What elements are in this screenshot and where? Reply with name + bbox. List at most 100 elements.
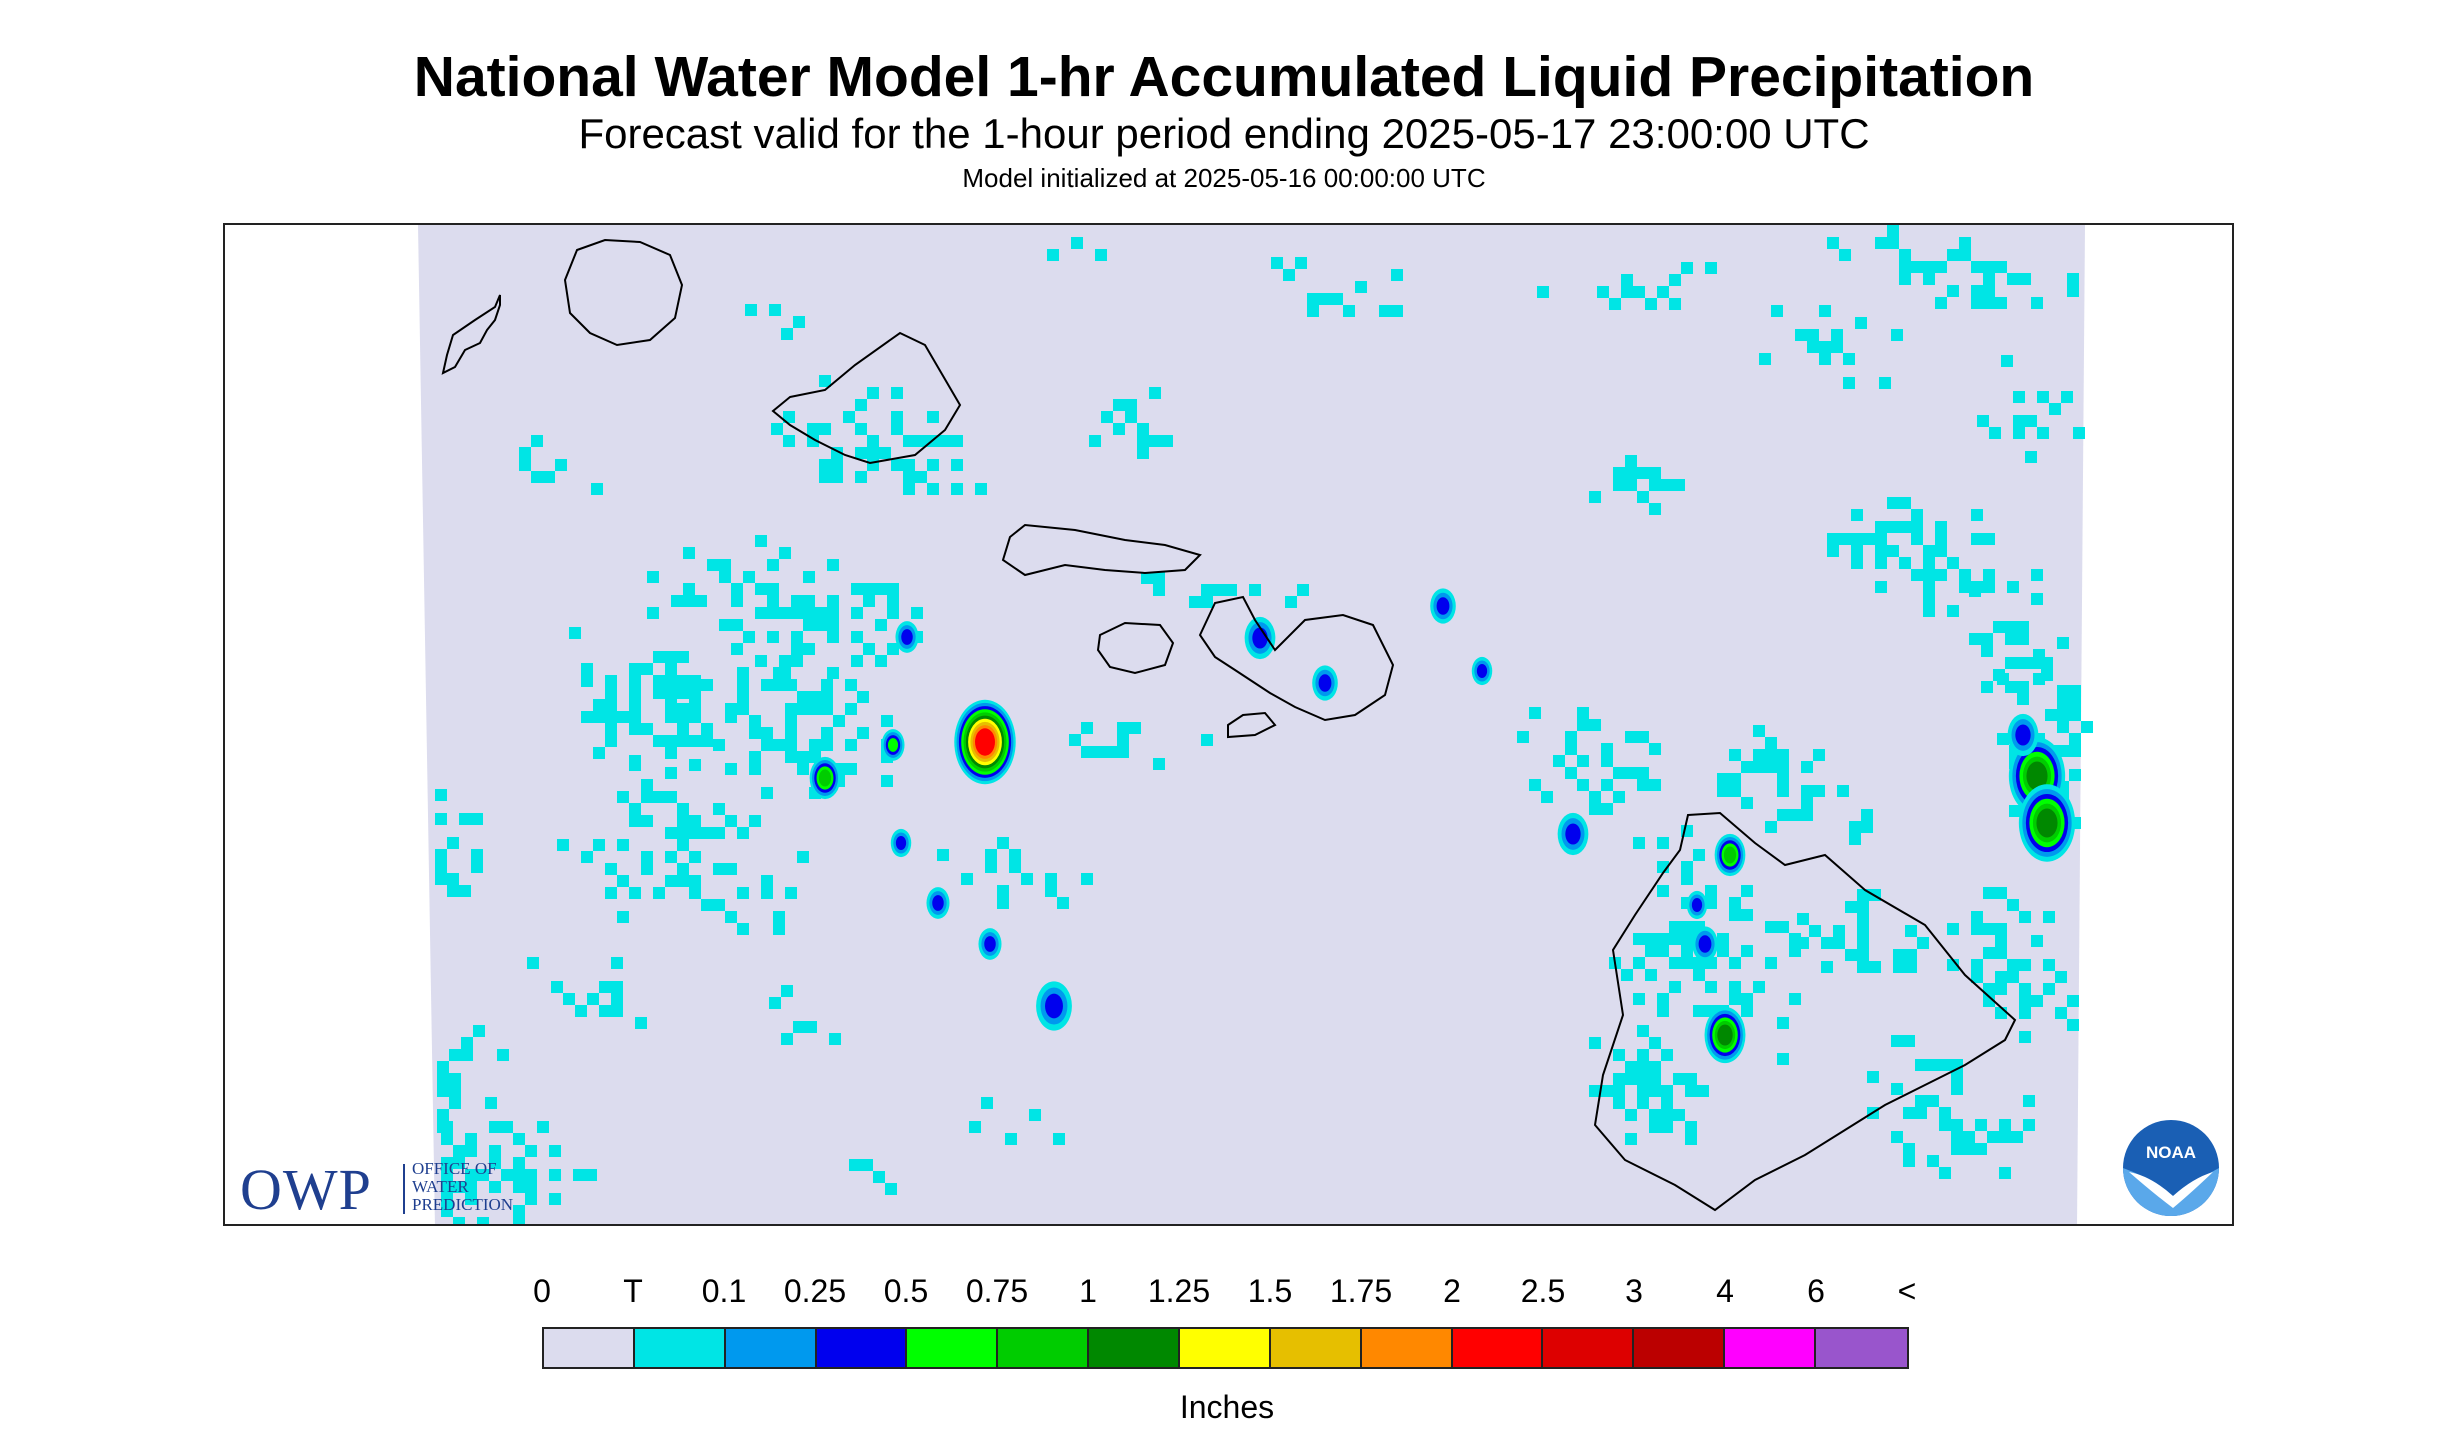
precip-cell — [1947, 959, 1959, 971]
precip-cell — [1777, 785, 1789, 797]
precip-cell — [809, 739, 821, 751]
precip-cell — [761, 887, 773, 899]
legend-tick-label: < — [1897, 1273, 1917, 1309]
precip-cell — [635, 1017, 647, 1029]
precip-cell — [2037, 391, 2049, 403]
precip-cell — [1565, 743, 1577, 755]
precip-cell — [713, 739, 725, 751]
precip-cell — [1951, 1071, 1963, 1083]
precip-core — [887, 738, 899, 752]
precip-cell — [665, 651, 677, 663]
precip-cell — [2069, 733, 2081, 745]
precip-cell — [1553, 755, 1565, 767]
precip-cell — [1765, 821, 1777, 833]
precip-cell — [791, 607, 803, 619]
precip-cell — [1637, 1061, 1649, 1073]
precip-cell — [581, 675, 593, 687]
precip-cell — [1801, 809, 1813, 821]
precip-cell — [867, 387, 879, 399]
precip-cell — [891, 411, 903, 423]
precip-cell — [2031, 995, 2043, 1007]
precip-cell — [1005, 1133, 1017, 1145]
precip-cell — [1741, 909, 1753, 921]
precip-cell — [1047, 249, 1059, 261]
precip-cell — [903, 459, 915, 471]
precip-cell — [1307, 293, 1319, 305]
precip-cell — [1975, 1119, 1987, 1131]
owp-logo: OWP OFFICE OF WATER PREDICTION — [240, 1152, 560, 1222]
legend-tick-label: 0.1 — [701, 1273, 747, 1309]
precip-cell — [803, 595, 815, 607]
precip-cell — [827, 559, 839, 571]
legend-tick-label: 2.5 — [1520, 1273, 1566, 1309]
precip-cell — [713, 899, 725, 911]
precip-cell — [1153, 758, 1165, 770]
precipitation-map: OWP OFFICE OF WATER PREDICTION NOAA — [223, 223, 2234, 1226]
precip-cell — [707, 559, 719, 571]
precip-cell — [1673, 1073, 1685, 1085]
precip-cell — [915, 435, 927, 447]
precip-cell — [737, 827, 749, 839]
precip-cell — [665, 699, 677, 711]
precip-cell — [1827, 237, 1839, 249]
precip-cell — [549, 1145, 561, 1157]
precip-cell — [1905, 949, 1917, 961]
legend-tick-label: 3 — [1625, 1273, 1643, 1309]
precip-cell — [885, 1183, 897, 1195]
precip-cell — [793, 316, 805, 328]
precip-cell — [1999, 1119, 2011, 1131]
precip-cell — [891, 459, 903, 471]
precip-cell — [677, 675, 689, 687]
precip-cell — [1125, 411, 1137, 423]
precip-cell — [951, 435, 963, 447]
precip-cell — [1589, 719, 1601, 731]
precip-cell — [745, 304, 757, 316]
precip-cell — [471, 813, 483, 825]
precip-cell — [473, 1025, 485, 1037]
precip-cell — [1637, 491, 1649, 503]
colorbar — [542, 1327, 1909, 1369]
precip-cell — [555, 459, 567, 471]
precip-cell — [1391, 269, 1403, 281]
precip-cell — [1997, 673, 2009, 685]
precip-cell — [2057, 721, 2069, 733]
precip-cell — [1717, 933, 1729, 945]
precip-cell — [671, 595, 683, 607]
precip-cell — [1917, 937, 1929, 949]
precip-cell — [1081, 722, 1093, 734]
precip-core — [975, 728, 995, 756]
precip-cell — [937, 849, 949, 861]
precip-cell — [1939, 1119, 1951, 1131]
colorbar-cell — [1270, 1329, 1362, 1367]
precip-cell — [1845, 901, 1857, 913]
maui-coastline — [1198, 595, 1395, 722]
precip-cell — [497, 1049, 509, 1061]
precip-cell — [653, 791, 665, 803]
precip-cell — [819, 423, 831, 435]
precip-core — [1723, 846, 1737, 864]
precip-cell — [665, 675, 677, 687]
precip-cell — [1577, 719, 1589, 731]
precip-cell — [665, 663, 677, 675]
legend-tick-label: 0.5 — [883, 1273, 929, 1309]
colorbar-cell — [1361, 1329, 1453, 1367]
precip-cell — [1831, 329, 1843, 341]
precip-cell — [2055, 971, 2067, 983]
precip-core — [895, 835, 907, 851]
precip-cell — [617, 791, 629, 803]
precip-cell — [1565, 767, 1577, 779]
precip-cell — [677, 839, 689, 851]
precip-cell — [1741, 885, 1753, 897]
precip-cell — [629, 687, 641, 699]
precip-cell — [695, 595, 707, 607]
precip-cell — [1149, 387, 1161, 399]
precip-cell — [779, 607, 791, 619]
precip-cell — [557, 839, 569, 851]
precip-cell — [489, 1181, 501, 1193]
precip-cell — [1983, 887, 1995, 899]
precip-cell — [1101, 411, 1113, 423]
precip-layer — [435, 225, 2093, 1224]
precip-cell — [1857, 925, 1869, 937]
legend-tick-label: 1.75 — [1329, 1273, 1393, 1309]
precip-cell — [1297, 584, 1309, 596]
